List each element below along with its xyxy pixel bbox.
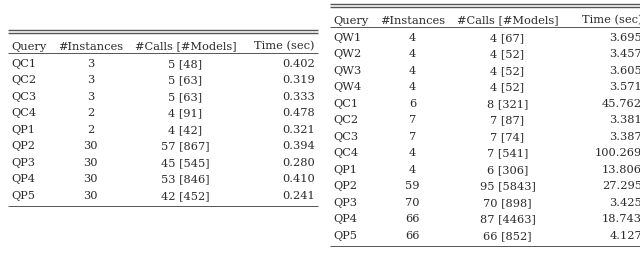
Text: 5 [63]: 5 [63] [168, 75, 203, 85]
Text: 3.605: 3.605 [609, 66, 640, 76]
Text: 4: 4 [409, 66, 416, 76]
Text: Query: Query [11, 41, 46, 52]
Text: 0.321: 0.321 [282, 125, 315, 135]
Text: 4: 4 [409, 148, 416, 158]
Text: 4 [67]: 4 [67] [490, 33, 525, 43]
Text: QP4: QP4 [11, 174, 35, 184]
Text: 30: 30 [83, 141, 98, 151]
Text: 6: 6 [409, 99, 416, 109]
Text: 5 [63]: 5 [63] [168, 92, 203, 102]
Text: 100.269: 100.269 [595, 148, 640, 158]
Text: 4 [52]: 4 [52] [490, 82, 525, 92]
Text: 59: 59 [405, 181, 420, 191]
Text: 4.127: 4.127 [609, 231, 640, 241]
Text: 0.402: 0.402 [282, 59, 315, 69]
Text: 4: 4 [409, 82, 416, 92]
Text: QP3: QP3 [333, 198, 357, 208]
Text: 13.806: 13.806 [602, 165, 640, 175]
Text: #Calls [#Models]: #Calls [#Models] [457, 16, 558, 25]
Text: QP4: QP4 [333, 214, 357, 224]
Text: 7: 7 [409, 115, 416, 125]
Text: QP5: QP5 [333, 231, 357, 241]
Text: 6 [306]: 6 [306] [487, 165, 528, 175]
Text: Time (sec): Time (sec) [255, 41, 315, 52]
Text: 3.571: 3.571 [609, 82, 640, 92]
Text: 4 [91]: 4 [91] [168, 108, 203, 118]
Text: 8 [321]: 8 [321] [487, 99, 528, 109]
Text: 18.743: 18.743 [602, 214, 640, 224]
Text: 70: 70 [405, 198, 420, 208]
Text: 3: 3 [87, 59, 94, 69]
Text: 66: 66 [405, 214, 420, 224]
Text: 30: 30 [83, 191, 98, 201]
Text: 66 [852]: 66 [852] [483, 231, 532, 241]
Text: QP5: QP5 [11, 191, 35, 201]
Text: 0.319: 0.319 [282, 75, 315, 85]
Text: 2: 2 [87, 125, 94, 135]
Text: QC2: QC2 [11, 75, 36, 85]
Text: 45 [545]: 45 [545] [161, 158, 210, 168]
Text: QP2: QP2 [11, 141, 35, 151]
Text: 7 [541]: 7 [541] [487, 148, 528, 158]
Text: 3.457: 3.457 [609, 49, 640, 59]
Text: 7: 7 [409, 132, 416, 142]
Text: QC3: QC3 [11, 92, 36, 102]
Text: QC4: QC4 [11, 108, 36, 118]
Text: 87 [4463]: 87 [4463] [479, 214, 536, 224]
Text: 30: 30 [83, 174, 98, 184]
Text: 3.695: 3.695 [609, 33, 640, 43]
Text: QC1: QC1 [333, 99, 358, 109]
Text: Time (sec): Time (sec) [582, 15, 640, 26]
Text: 4 [42]: 4 [42] [168, 125, 203, 135]
Text: QW4: QW4 [333, 82, 361, 92]
Text: 53 [846]: 53 [846] [161, 174, 210, 184]
Text: 3: 3 [87, 75, 94, 85]
Text: 3.381: 3.381 [609, 115, 640, 125]
Text: 30: 30 [83, 158, 98, 168]
Text: 70 [898]: 70 [898] [483, 198, 532, 208]
Text: QW1: QW1 [333, 33, 361, 43]
Text: QC4: QC4 [333, 148, 358, 158]
Text: QC2: QC2 [333, 115, 358, 125]
Text: 0.394: 0.394 [282, 141, 315, 151]
Text: 95 [5843]: 95 [5843] [479, 181, 536, 191]
Text: 57 [867]: 57 [867] [161, 141, 210, 151]
Text: 7 [74]: 7 [74] [490, 132, 525, 142]
Text: 45.762: 45.762 [602, 99, 640, 109]
Text: 66: 66 [405, 231, 420, 241]
Text: 4: 4 [409, 165, 416, 175]
Text: 0.410: 0.410 [282, 174, 315, 184]
Text: #Instances: #Instances [380, 16, 445, 25]
Text: QW3: QW3 [333, 66, 361, 76]
Text: 0.478: 0.478 [282, 108, 315, 118]
Text: 0.241: 0.241 [282, 191, 315, 201]
Text: QC1: QC1 [11, 59, 36, 69]
Text: 0.280: 0.280 [282, 158, 315, 168]
Text: QC3: QC3 [333, 132, 358, 142]
Text: 4: 4 [409, 49, 416, 59]
Text: 0.333: 0.333 [282, 92, 315, 102]
Text: QP3: QP3 [11, 158, 35, 168]
Text: QP1: QP1 [333, 165, 357, 175]
Text: 27.295: 27.295 [602, 181, 640, 191]
Text: 3.425: 3.425 [609, 198, 640, 208]
Text: #Calls [#Models]: #Calls [#Models] [134, 41, 236, 52]
Text: 3.387: 3.387 [609, 132, 640, 142]
Text: #Instances: #Instances [58, 41, 123, 52]
Text: 42 [452]: 42 [452] [161, 191, 210, 201]
Text: 2: 2 [87, 108, 94, 118]
Text: Query: Query [333, 16, 368, 25]
Text: QP1: QP1 [11, 125, 35, 135]
Text: 4: 4 [409, 33, 416, 43]
Text: 4 [52]: 4 [52] [490, 66, 525, 76]
Text: 7 [87]: 7 [87] [490, 115, 525, 125]
Text: 5 [48]: 5 [48] [168, 59, 203, 69]
Text: QW2: QW2 [333, 49, 361, 59]
Text: 4 [52]: 4 [52] [490, 49, 525, 59]
Text: 3: 3 [87, 92, 94, 102]
Text: QP2: QP2 [333, 181, 357, 191]
